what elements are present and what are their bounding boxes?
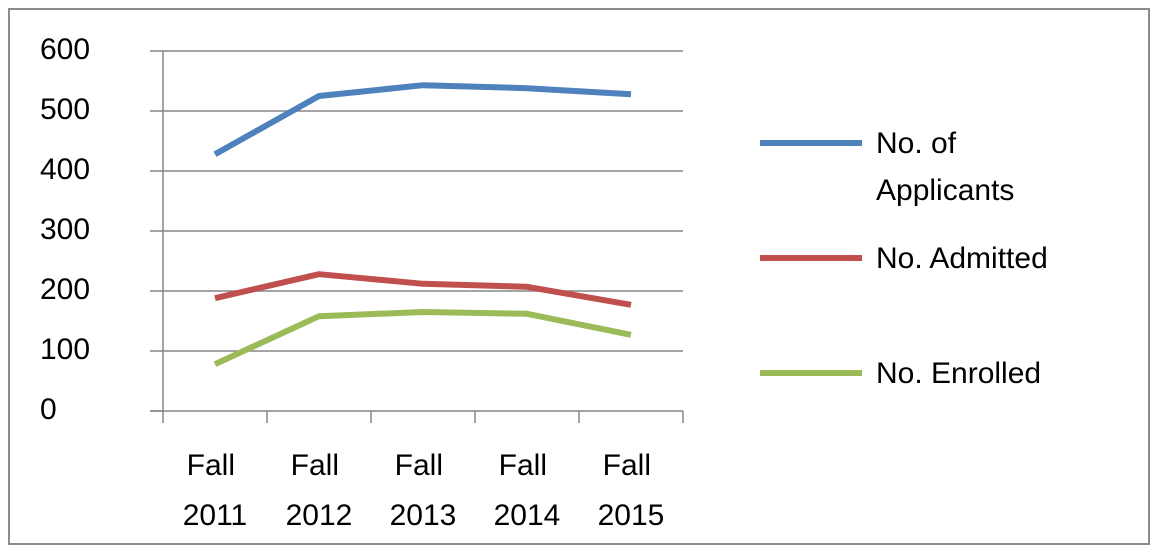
x-tick-label: Fall 2011 [183,449,248,532]
series-line [214,271,632,308]
chart-border [8,8,1150,545]
y-tick-label: 400 [40,153,90,186]
series-line [213,82,632,157]
y-tick-label: 0 [40,393,57,426]
x-tick-label: Fall 2014 [494,449,561,532]
y-tick-label: 500 [40,93,90,126]
legend-label: No. Admitted [876,242,1048,275]
legend-label: No. Enrolled [876,357,1041,390]
x-tick-label: Fall 2015 [598,449,665,532]
y-tick-label: 600 [40,33,90,66]
series-line [213,309,632,367]
x-tick-label: Fall 2012 [286,449,353,532]
x-tick-label: Fall 2013 [390,449,457,532]
y-tick-label: 200 [40,273,90,306]
y-tick-label: 100 [40,333,90,366]
y-tick-label: 300 [40,213,90,246]
legend-label: No. of Applicants [876,127,1014,207]
